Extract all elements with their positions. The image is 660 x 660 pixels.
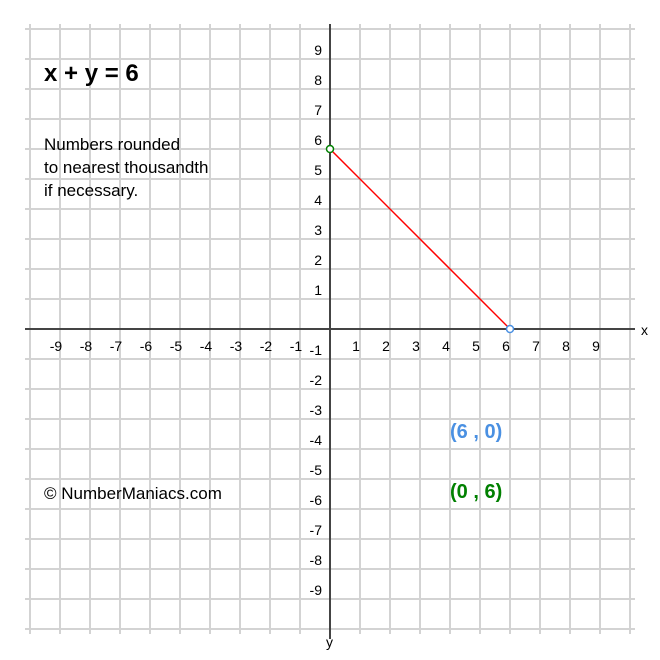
note-line: to nearest thousandth <box>44 158 209 177</box>
y-tick-label: 9 <box>314 42 322 58</box>
y-tick-label: 7 <box>314 102 322 118</box>
x-axis-label: x <box>641 322 648 338</box>
x-tick-label: 5 <box>472 338 480 354</box>
y-tick-label: 6 <box>314 132 322 148</box>
y-tick-label: 2 <box>314 252 322 268</box>
x-tick-label: 3 <box>412 338 420 354</box>
x-tick-label: 4 <box>442 338 450 354</box>
x-tick-label: -2 <box>260 338 273 354</box>
point-marker <box>505 324 515 334</box>
y-tick-label: -4 <box>310 432 323 448</box>
x-tick-label: -8 <box>80 338 93 354</box>
x-tick-label: 9 <box>592 338 600 354</box>
note-line: Numbers rounded <box>44 135 181 154</box>
line-segment <box>329 148 511 330</box>
y-tick-label: -3 <box>310 402 323 418</box>
y-tick-label: -7 <box>310 522 323 538</box>
point-label-x-intercept: (6 , 0) <box>450 421 503 443</box>
y-tick-label: -5 <box>310 462 323 478</box>
x-tick-label: -7 <box>110 338 123 354</box>
y-tick-label: -9 <box>310 582 323 598</box>
x-tick-label: -9 <box>50 338 63 354</box>
y-tick-label: 8 <box>314 72 322 88</box>
x-tick-label: 2 <box>382 338 390 354</box>
x-tick-label: -3 <box>230 338 243 354</box>
x-tick-label: 8 <box>562 338 570 354</box>
y-tick-label: -2 <box>310 372 323 388</box>
point-label-y-intercept: (0 , 6) <box>450 481 503 503</box>
x-tick-label: 7 <box>532 338 540 354</box>
y-tick-label: 4 <box>314 192 322 208</box>
point-marker <box>325 144 335 154</box>
rounding-note: Numbers rounded to nearest thousandth if… <box>44 133 264 202</box>
x-tick-label: -4 <box>200 338 213 354</box>
y-tick-label: 1 <box>314 282 322 298</box>
y-tick-label: 3 <box>314 222 322 238</box>
y-tick-label: -8 <box>310 552 323 568</box>
x-tick-label: -6 <box>140 338 153 354</box>
equation-title: x + y = 6 <box>44 60 139 87</box>
x-tick-label: -1 <box>290 338 303 354</box>
y-tick-label: -6 <box>310 492 323 508</box>
x-tick-label: 1 <box>352 338 360 354</box>
y-axis-label: y <box>326 634 333 650</box>
note-line: if necessary. <box>44 181 139 200</box>
x-tick-label: 6 <box>502 338 510 354</box>
y-tick-label: -1 <box>310 342 323 358</box>
x-tick-label: -5 <box>170 338 183 354</box>
copyright: © NumberManiacs.com <box>44 484 222 503</box>
y-tick-label: 5 <box>314 162 322 178</box>
